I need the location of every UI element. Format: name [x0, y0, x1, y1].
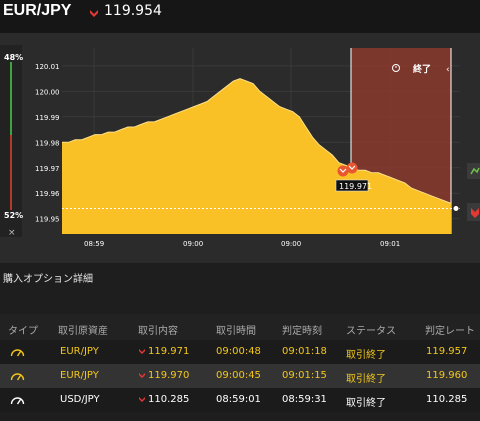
expiry-label: 終了: [413, 63, 431, 75]
price-line: [62, 78, 452, 204]
up-trend-icon: [470, 167, 480, 175]
y-tick-label: 120.01: [35, 63, 60, 71]
gauge-top-pct: 48%: [4, 53, 23, 62]
column-header-asset: 取引原資産: [58, 326, 108, 337]
cell-status: 取引終了: [346, 350, 386, 361]
entry-marker[interactable]: [337, 162, 358, 177]
x-tick-label: 08:59: [84, 240, 104, 248]
table-row[interactable]: EUR/JPY 119.970 09:00:45 09:01:15 取引終了 119.96…: [0, 364, 480, 388]
cell-asset: EUR/JPY: [60, 346, 99, 357]
table-header: [0, 314, 480, 340]
clock-icon: [392, 64, 400, 72]
column-header-judge-time: 判定時刻: [282, 326, 322, 337]
y-tick-label: 119.96: [35, 190, 60, 198]
cell-rate: 110.285: [426, 394, 468, 405]
cell-status: 取引終了: [346, 374, 386, 385]
cell-content: 119.970: [138, 370, 189, 381]
option-type-icon: [10, 349, 25, 357]
down-arrow-icon: [139, 349, 145, 354]
down-arrow-icon: [139, 373, 145, 378]
marker-price: 119.971: [339, 182, 372, 191]
cell-content: 119.971: [138, 346, 189, 357]
cell-time: 08:59:01: [216, 394, 261, 405]
cell-judge-time: 09:01:15: [282, 370, 327, 381]
column-header-type: タイプ: [8, 326, 38, 337]
column-header-rate: 判定レート: [425, 326, 475, 337]
x-tick-label: 09:00: [183, 240, 203, 248]
currency-pair: EUR/JPY: [3, 2, 72, 19]
cell-rate: 119.960: [426, 370, 468, 381]
cell-content: 110.285: [138, 394, 189, 405]
current-price: 119.954: [104, 3, 162, 19]
y-tick-label: 120.00: [35, 88, 60, 96]
y-tick-label: 119.97: [35, 165, 60, 173]
option-type-icon: [10, 397, 25, 405]
table-row[interactable]: EUR/JPY 119.971 09:00:48 09:01:18 取引終了 119.95…: [0, 340, 480, 364]
gauge-bottom-pct: 52%: [4, 211, 23, 220]
cell-asset: USD/JPY: [60, 394, 100, 405]
cell-asset: EUR/JPY: [60, 370, 99, 381]
cell-time: 09:00:48: [216, 346, 261, 357]
marker-tooltip: [335, 179, 369, 192]
gauge-close-icon[interactable]: ×: [8, 228, 16, 238]
header-bar: EUR/JPY 119.954: [0, 0, 480, 33]
down-arrow-icon: [471, 208, 479, 218]
cell-rate: 119.957: [426, 346, 468, 357]
down-arrow-icon: [90, 10, 98, 17]
cell-time: 09:00:45: [216, 370, 261, 381]
y-tick-label: 119.95: [35, 216, 60, 224]
cell-judge-time: 09:01:18: [282, 346, 327, 357]
column-header-content: 取引内容: [138, 326, 178, 337]
x-tick-label: 09:01: [380, 240, 400, 248]
cell-content-value: 119.971: [148, 346, 190, 357]
y-axis: 120.01 120.00 119.99 119.98 119.97 119.96 119.…: [35, 63, 60, 224]
column-header-status: ステータス: [346, 326, 396, 337]
y-tick-label: 119.99: [35, 114, 60, 122]
table-row[interactable]: USD/JPY 110.285 08:59:01 08:59:31 取引終了 110.28…: [0, 388, 480, 412]
cell-status: 取引終了: [346, 398, 386, 409]
column-header-time: 取引時間: [216, 326, 256, 337]
current-price-dot: [452, 205, 460, 213]
price-area: [62, 78, 451, 234]
cell-judge-time: 08:59:31: [282, 394, 327, 405]
cell-content-value: 119.970: [148, 370, 190, 381]
down-arrow-icon: [139, 397, 145, 402]
section-title: 購入オプション詳細: [3, 274, 93, 285]
x-axis: 08:59 09:00 09:00 09:01: [84, 240, 400, 248]
cell-content-value: 110.285: [148, 394, 190, 405]
x-tick-label: 09:00: [281, 240, 301, 248]
chevron-right-icon[interactable]: ‹: [446, 65, 450, 75]
y-tick-label: 119.98: [35, 139, 60, 147]
option-type-icon: [10, 373, 25, 381]
price-chart[interactable]: 48% 52% × 終了 ‹ 120.01120.00119.99119.981…: [0, 0, 480, 270]
